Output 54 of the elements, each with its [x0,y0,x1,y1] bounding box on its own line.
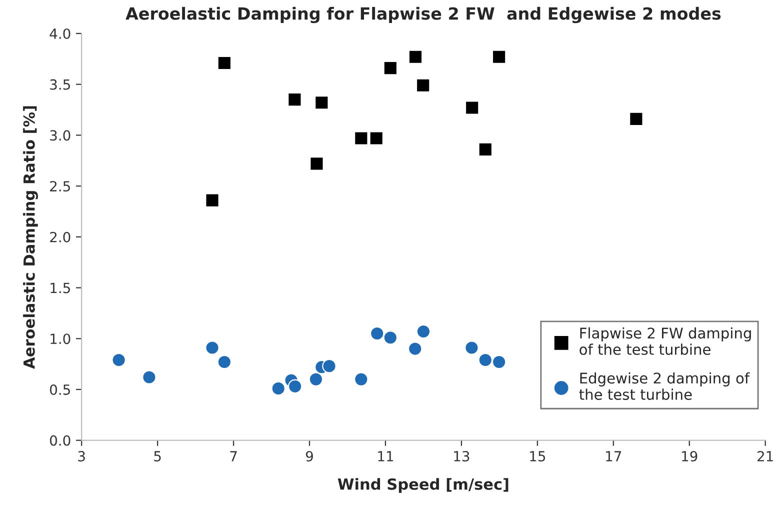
point [478,142,493,157]
point [492,354,506,370]
point [205,340,220,355]
point [322,358,336,374]
point [464,340,479,355]
point [354,131,368,146]
point [354,372,368,386]
y-tick-label: 0.0 [50,435,70,446]
point [112,352,126,368]
y-tick-label: 0.5 [50,384,70,395]
point [370,326,384,341]
point [408,342,422,356]
point [478,352,493,368]
legend-label: Edgewise 2 damping of the test turbine [579,372,750,400]
point [464,100,480,115]
y-axis-title: Aeroelastic Damping Ratio [%] [23,106,38,369]
x-tick-label: 17 [606,451,622,462]
point [416,78,430,92]
y-tick-label: 4.0 [50,28,70,39]
point [383,330,398,345]
x-tick-label: 3 [78,450,85,462]
point [205,193,220,208]
point [288,379,302,394]
x-tick-label: 21 [758,450,773,462]
x-tick-label: 15 [530,451,546,462]
x-tick-label: 7 [230,451,237,462]
point [629,112,644,126]
point [416,324,431,339]
y-tick-label: 2.0 [50,232,70,242]
x-tick-label: 13 [454,450,470,462]
legend-label: Flapwise 2 FW damping of the test turbine [580,327,751,355]
x-tick-label: 11 [378,451,394,462]
point [369,131,384,146]
y-tick-label: 3.5 [50,79,70,90]
y-tick-label: 1.5 [50,282,70,294]
point [492,50,506,64]
point [288,92,302,107]
x-tick-label: 19 [682,450,698,462]
point [408,50,423,64]
point [383,60,398,76]
point [217,56,232,70]
point [308,372,324,386]
point [217,354,232,370]
x-tick-label: 5 [154,451,161,462]
y-tick-label: 1.0 [50,334,70,344]
x-axis-title: Wind Speed [m/sec] [338,478,508,493]
point [314,95,329,110]
chart-title: Aeroelastic Damping for Flapwise 2 FW and Edgewise 2 modes [126,6,721,24]
y-tick-label: 2.5 [50,181,70,192]
point [142,370,156,384]
y-tick-label: 3.0 [50,130,70,141]
point [271,381,286,396]
point [310,156,324,171]
x-tick-label: 9 [306,450,313,462]
